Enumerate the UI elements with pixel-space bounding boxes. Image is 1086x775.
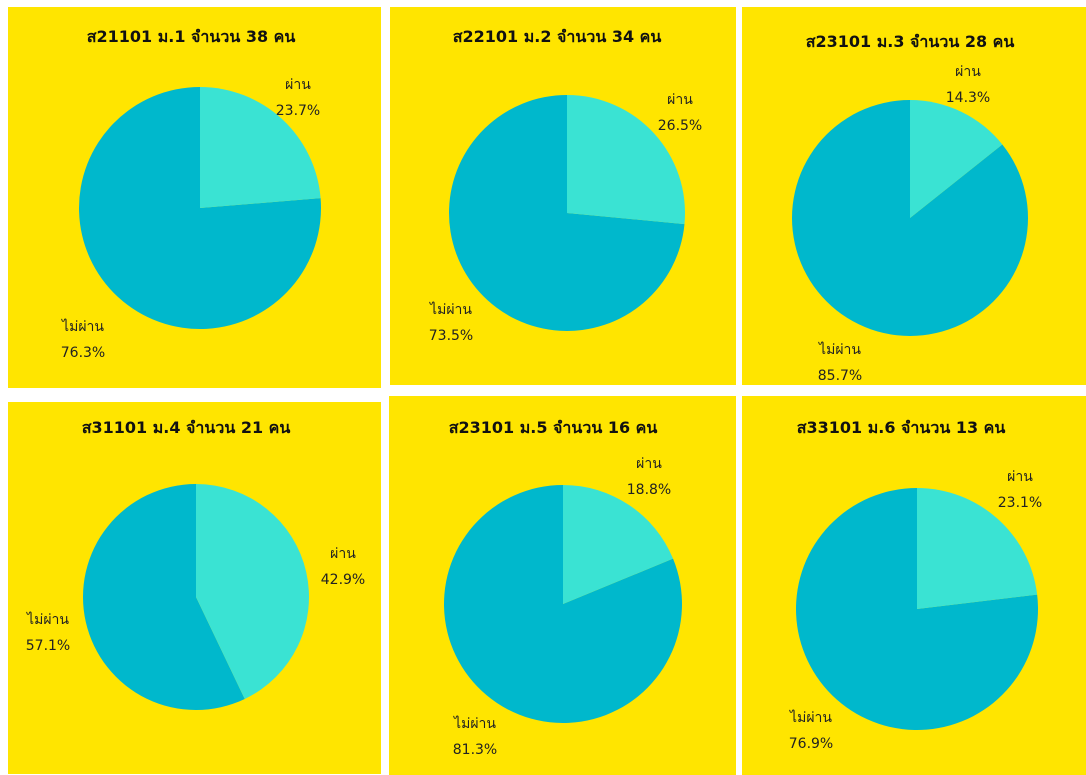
slice-label-fail-name: ไม่ผ่าน bbox=[26, 611, 69, 628]
slice-label-pass-name: ผ่าน bbox=[667, 92, 693, 108]
slice-label-fail-name: ไม่ผ่าน bbox=[429, 301, 472, 318]
pie-slice-pass bbox=[910, 100, 1003, 218]
slice-label-fail-value: 85.7% bbox=[818, 368, 862, 384]
slice-label-pass-name: ผ่าน bbox=[636, 456, 662, 472]
pie-chart-1: ส21101 ม.1 จำนวน 38 คนผ่าน 23.7% ไม่ผ่าน 76… bbox=[61, 27, 322, 361]
chart-panel-6: ส33101 ม.6 จำนวน 13 คนผ่าน 23.1% ไม่ผ่าน 76… bbox=[742, 396, 1086, 775]
chart-title: ส23101 ม.5 จำนวน 16 คน bbox=[449, 418, 658, 437]
slice-label-fail-value: 76.9% bbox=[789, 736, 833, 752]
slice-label-pass-value: 18.8% bbox=[627, 482, 671, 498]
slice-label-pass-value: 42.9% bbox=[321, 572, 365, 588]
chart-panel-1: ส21101 ม.1 จำนวน 38 คนผ่าน 23.7% ไม่ผ่าน 76… bbox=[8, 7, 381, 388]
chart-panel-4: ส31101 ม.4 จำนวน 21 คนผ่าน 42.9% ไม่ผ่าน 57… bbox=[8, 402, 381, 774]
pie-slice-fail bbox=[449, 95, 685, 331]
slice-label-pass-value: 23.7% bbox=[276, 103, 320, 119]
chart-title: ส23101 ม.3 จำนวน 28 คน bbox=[806, 32, 1015, 51]
pie-slice-pass bbox=[563, 485, 674, 604]
pie-slice-fail bbox=[791, 100, 1028, 336]
slice-label-pass-value: 23.1% bbox=[998, 495, 1042, 511]
slice-label-fail-value: 76.3% bbox=[61, 345, 105, 361]
pie-slice-pass bbox=[200, 87, 321, 208]
pie-slice-pass bbox=[567, 95, 686, 225]
chart-panel-5: ส23101 ม.5 จำนวน 16 คนผ่าน 18.8% ไม่ผ่าน 81… bbox=[389, 396, 736, 775]
slice-label-pass-name: ผ่าน bbox=[1007, 469, 1033, 485]
pie-slice-fail bbox=[79, 87, 322, 330]
chart-title: ส33101 ม.6 จำนวน 13 คน bbox=[797, 418, 1006, 437]
chart-title: ส22101 ม.2 จำนวน 34 คน bbox=[453, 27, 662, 46]
chart-title: ส21101 ม.1 จำนวน 38 คน bbox=[87, 27, 296, 46]
slice-label-pass-name: ผ่าน bbox=[330, 546, 356, 562]
slice-label-fail-name: ไม่ผ่าน bbox=[61, 318, 104, 335]
slice-label-pass-value: 14.3% bbox=[946, 90, 990, 106]
slice-label-fail-name: ไม่ผ่าน bbox=[453, 715, 496, 732]
pie-chart-6: ส33101 ม.6 จำนวน 13 คนผ่าน 23.1% ไม่ผ่าน 76… bbox=[789, 418, 1042, 752]
pie-chart-5: ส23101 ม.5 จำนวน 16 คนผ่าน 18.8% ไม่ผ่าน 81… bbox=[443, 418, 682, 758]
chart-panel-3: ส23101 ม.3 จำนวน 28 คนผ่าน 14.3% ไม่ผ่าน 85… bbox=[742, 7, 1086, 385]
slice-label-fail-value: 57.1% bbox=[26, 638, 70, 654]
pie-chart-3: ส23101 ม.3 จำนวน 28 คนผ่าน 14.3% ไม่ผ่าน 85… bbox=[791, 32, 1028, 384]
pie-slice-pass bbox=[196, 484, 309, 699]
pie-slice-pass bbox=[917, 488, 1038, 609]
pie-chart-2: ส22101 ม.2 จำนวน 34 คนผ่าน 26.5% ไม่ผ่าน 73… bbox=[429, 27, 702, 344]
pie-slice-fail bbox=[443, 485, 682, 723]
slice-label-fail-value: 73.5% bbox=[429, 328, 473, 344]
slice-label-pass-name: ผ่าน bbox=[285, 77, 311, 93]
slice-label-fail-name: ไม่ผ่าน bbox=[818, 341, 861, 358]
chart-title: ส31101 ม.4 จำนวน 21 คน bbox=[82, 418, 291, 437]
slice-label-pass-value: 26.5% bbox=[658, 118, 702, 134]
slice-label-pass-name: ผ่าน bbox=[955, 64, 981, 80]
slice-label-fail-name: ไม่ผ่าน bbox=[789, 709, 832, 726]
pie-slice-fail bbox=[796, 488, 1039, 730]
pie-chart-4: ส31101 ม.4 จำนวน 21 คนผ่าน 42.9% ไม่ผ่าน 57… bbox=[26, 418, 365, 710]
slice-label-fail-value: 81.3% bbox=[453, 742, 497, 758]
pie-slice-fail bbox=[82, 484, 245, 710]
chart-panel-2: ส22101 ม.2 จำนวน 34 คนผ่าน 26.5% ไม่ผ่าน 73… bbox=[390, 7, 736, 385]
